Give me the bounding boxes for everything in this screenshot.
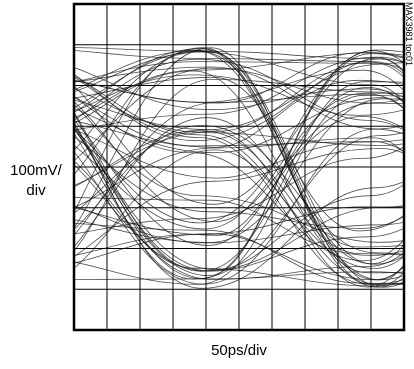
eye-trace (74, 70, 404, 274)
eye-trace (74, 75, 404, 286)
eye-trace (74, 74, 404, 116)
y-axis-label-line2: div (26, 182, 46, 199)
eye-trace (74, 78, 404, 252)
eye-trace (74, 121, 404, 289)
eye-trace (74, 51, 404, 151)
plot-frame (72, 2, 406, 332)
eye-trace (74, 103, 404, 243)
eye-trace (74, 99, 404, 288)
eye-trace (74, 56, 404, 131)
eye-trace (74, 53, 404, 280)
eye-trace (74, 149, 404, 269)
eye-trace (74, 206, 404, 256)
eye-trace (74, 47, 404, 285)
eye-trace (74, 132, 404, 287)
figure-tag: MAX3981 toc01 (404, 2, 414, 67)
eye-trace (74, 128, 404, 285)
x-axis-label: 50ps/div (211, 342, 267, 359)
eye-trace (74, 61, 404, 83)
eye-trace (74, 128, 404, 271)
eye-trace (74, 96, 404, 153)
eye-trace (74, 96, 404, 262)
eye-trace (74, 76, 404, 288)
eye-trace (74, 46, 404, 63)
eye-trace (74, 47, 404, 281)
eye-trace (74, 130, 404, 256)
eye-trace (74, 233, 404, 281)
eye-trace (74, 66, 404, 130)
eye-trace (74, 97, 404, 223)
eye-trace (74, 93, 404, 236)
eye-trace (74, 52, 404, 119)
y-axis-label-line1: 100mV/ (10, 162, 62, 179)
eye-trace (74, 52, 404, 104)
eye-trace (74, 146, 404, 235)
eye-traces (74, 46, 404, 289)
eye-trace (74, 205, 404, 244)
eye-trace (74, 197, 404, 256)
eye-trace (74, 124, 404, 255)
eye-trace (74, 49, 404, 232)
eye-trace (74, 148, 404, 257)
y-axis-label: 100mV/ div (2, 161, 70, 201)
eye-trace (74, 81, 404, 272)
eye-trace (74, 51, 404, 265)
eye-trace (74, 61, 404, 186)
eye-trace (74, 66, 404, 111)
eye-trace (74, 63, 404, 188)
eye-trace (74, 116, 404, 236)
eye-trace (74, 88, 404, 146)
eye-trace (74, 222, 404, 284)
eye-trace (74, 48, 404, 265)
eye-trace (74, 129, 404, 179)
eye-trace (74, 86, 404, 246)
eye-trace (74, 94, 404, 285)
eye-trace (74, 163, 404, 272)
eye-trace (74, 50, 404, 75)
eye-trace (74, 76, 404, 285)
eye-trace (74, 97, 404, 154)
